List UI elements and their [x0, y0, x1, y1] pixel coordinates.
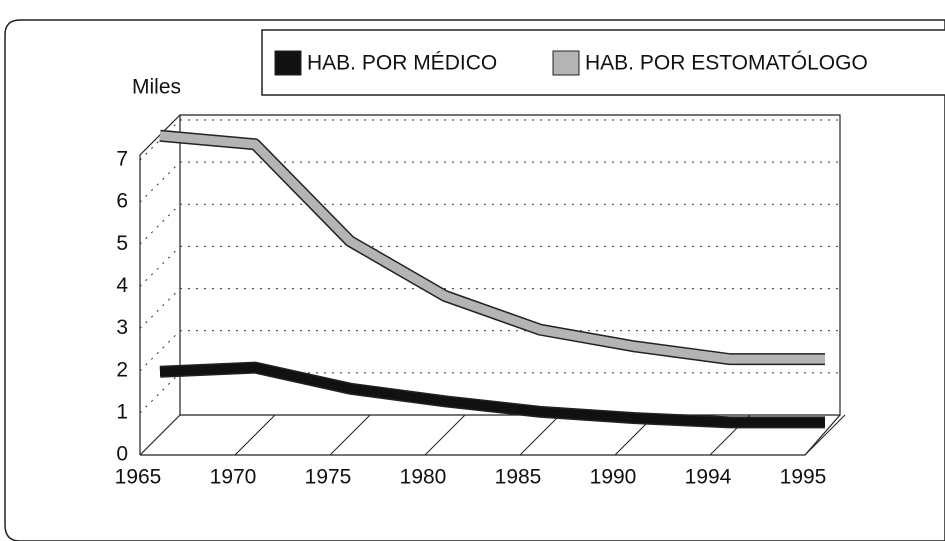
- x-tick-label: 1980: [400, 466, 447, 489]
- y-tick-label: 2: [116, 358, 128, 381]
- y-tick-label: 4: [116, 274, 128, 297]
- x-tick-label: 1970: [210, 466, 257, 489]
- x-tick-label: 1975: [305, 466, 352, 489]
- y-tick-label: 0: [116, 443, 128, 466]
- depth-grid-line: [139, 330, 181, 372]
- legend-label: HAB. POR MÉDICO: [307, 52, 497, 75]
- depth-grid-line: [139, 288, 181, 329]
- x-tick-label: 1965: [115, 466, 162, 489]
- y-axis-label: Miles: [132, 76, 181, 99]
- floor-line: [424, 414, 466, 456]
- series-line: [159, 363, 825, 427]
- floor-line: [329, 414, 371, 456]
- depth-grid-line: [139, 246, 181, 287]
- depth-grid-line: [139, 372, 181, 414]
- x-tick-label: 1990: [590, 466, 637, 489]
- floor-line: [234, 414, 276, 456]
- depth-grid-line: [139, 203, 181, 245]
- legend-swatch: [552, 50, 580, 76]
- y-tick-label: 5: [116, 232, 128, 255]
- series-line-outline: [159, 361, 825, 429]
- floor-line: [519, 414, 561, 456]
- y-tick-label: 1: [116, 400, 128, 423]
- y-tick-label: 6: [116, 190, 128, 213]
- x-tick-label: 1995: [780, 466, 827, 489]
- depth-grid-line: [139, 119, 181, 161]
- depth-grid-line: [139, 161, 181, 203]
- series-line: [159, 131, 825, 364]
- y-tick-label: 7: [116, 148, 128, 171]
- legend-swatch: [274, 50, 302, 76]
- x-tick-label: 1994: [685, 466, 732, 489]
- legend-label: HAB. POR ESTOMATÓLOGO: [585, 52, 868, 75]
- legend-box: [261, 29, 945, 96]
- x-tick-label: 1985: [495, 466, 542, 489]
- floor-line: [804, 414, 846, 456]
- y-tick-label: 3: [116, 316, 128, 339]
- series-line-outline: [159, 129, 825, 366]
